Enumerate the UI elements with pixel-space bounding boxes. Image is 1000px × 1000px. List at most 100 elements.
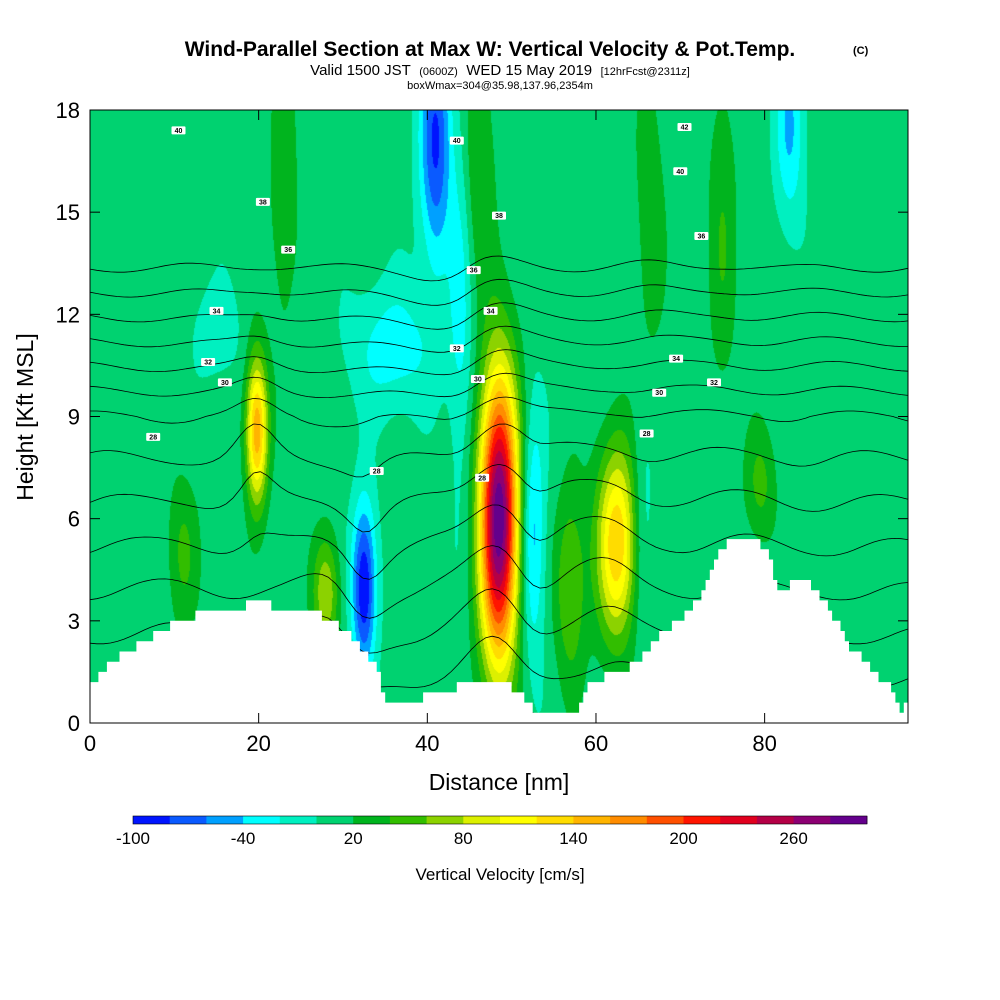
contour-label: 36 — [694, 232, 709, 241]
contour-label-text: 40 — [175, 128, 183, 135]
colorbar-swatch — [426, 816, 464, 824]
colorbar-swatch — [279, 816, 317, 824]
contour-label-text: 32 — [710, 380, 718, 387]
contour-label-box — [694, 232, 709, 240]
x-tick-label: 80 — [752, 731, 776, 756]
contour-label-box — [281, 245, 296, 254]
theta-contour-46 — [90, 278, 908, 306]
colorbar-swatch — [610, 816, 648, 824]
contour-label-text: 30 — [474, 377, 482, 384]
colorbar: -100 -40 20 80 140 200 260 — [116, 815, 868, 848]
contour-label: 28 — [146, 432, 161, 441]
theta-contour-30 — [90, 504, 908, 580]
contour-label-box — [171, 126, 186, 135]
contour-label-text: 32 — [453, 346, 461, 353]
contour-label-text: 38 — [495, 213, 503, 220]
contour-label-text: 34 — [213, 308, 221, 315]
colorbar-swatch — [756, 816, 794, 824]
contour-label-text: 40 — [676, 169, 684, 176]
colorbar-swatch — [133, 816, 171, 824]
colorbar-tick-label: 80 — [454, 829, 473, 848]
contour-label-box — [677, 123, 692, 131]
terrain-shape — [90, 539, 908, 723]
contour-label-box — [652, 388, 667, 397]
title-line-1: Wind-Parallel Section at Max W: Vertical… — [185, 38, 796, 61]
contour-label: 38 — [492, 211, 506, 220]
title-line-2: Valid 1500 JST (0600Z) WED 15 May 2019 [… — [310, 62, 690, 79]
theta-contour-34 — [90, 423, 908, 478]
contour-label: 36 — [466, 266, 481, 275]
y-tick-label: 15 — [56, 200, 80, 225]
colorbar-tick-label: 20 — [344, 829, 363, 848]
contour-label-text: 38 — [259, 199, 267, 206]
colorbar-tick-label: 260 — [779, 829, 807, 848]
contour-label: 30 — [470, 375, 485, 384]
contour-label-box — [369, 467, 384, 475]
contour-label-text: 32 — [204, 360, 212, 367]
contour-label: 28 — [639, 429, 654, 438]
y-tick-label: 0 — [68, 711, 80, 736]
contour-label: 40 — [171, 126, 186, 135]
colorbar-swatch — [353, 816, 391, 824]
y-tick-label: 6 — [68, 507, 80, 532]
contour-label-text: 34 — [487, 308, 495, 315]
x-tick-label: 40 — [415, 731, 439, 756]
chart-title: Wind-Parallel Section at Max W: Vertical… — [185, 38, 869, 92]
contour-label: 30 — [652, 388, 667, 397]
contour-label-text: 30 — [655, 390, 663, 397]
contour-label-text: 36 — [284, 247, 292, 254]
contour-label-box — [669, 354, 684, 363]
contour-label-text: 36 — [470, 268, 478, 275]
colorbar-swatch — [389, 816, 427, 824]
colorbar-frame — [132, 815, 868, 825]
contour-label-text: 40 — [453, 138, 461, 145]
contour-label: 34 — [209, 306, 224, 315]
contour-label-box — [255, 197, 270, 206]
theta-contour-38 — [90, 372, 908, 398]
contour-label-box — [707, 378, 721, 387]
contour-label: 30 — [217, 378, 232, 387]
contour-label-box — [146, 432, 161, 441]
colorbar-tick-label: 140 — [559, 829, 587, 848]
contour-label-box — [217, 378, 232, 387]
colorbar-swatch — [463, 816, 501, 824]
contour-label-text: 28 — [149, 434, 157, 441]
terrain-mask — [90, 539, 908, 723]
contour-label-text: 28 — [478, 475, 486, 482]
contour-label: 34 — [669, 354, 684, 363]
contour-label: 32 — [449, 344, 464, 353]
colorbar-swatch — [169, 816, 207, 824]
colorbar-swatch — [830, 816, 868, 824]
y-tick-label: 12 — [56, 302, 80, 327]
colorbar-swatch — [573, 816, 611, 824]
contour-labels: 40 40 40 42 38 38 36 36 36 34 34 34 32 32 32 30 30 30 28 28… — [146, 123, 721, 482]
x-tick-label: 0 — [84, 731, 96, 756]
contour-label-box — [466, 266, 481, 275]
contour-label: 28 — [369, 467, 384, 476]
contour-label: 38 — [255, 197, 270, 206]
theta-contour-32 — [90, 464, 908, 533]
contour-label-text: 34 — [672, 356, 680, 363]
contour-label: 34 — [483, 306, 498, 315]
contour-label-box — [201, 358, 216, 366]
x-axis-label: Distance [nm] — [429, 769, 570, 795]
colorbar-label: Vertical Velocity [cm/s] — [415, 865, 584, 884]
contour-label-box — [483, 306, 498, 315]
copyright-mark: (C) — [853, 45, 869, 57]
contour-label: 28 — [475, 473, 490, 482]
y-tick-label: 3 — [68, 609, 80, 634]
x-tick-label: 60 — [584, 731, 608, 756]
colorbar-swatch — [720, 816, 758, 824]
contour-label-box — [209, 306, 224, 315]
contour-label-box — [492, 211, 506, 220]
contour-label-box — [449, 136, 464, 145]
theta-contour-48 — [90, 255, 908, 282]
colorbar-swatch — [793, 816, 831, 824]
colorbar-swatch — [243, 816, 281, 824]
colorbar-swatch — [500, 816, 538, 824]
contour-label-text: 28 — [373, 469, 381, 476]
contour-label-text: 36 — [698, 234, 706, 241]
colorbar-swatch — [206, 816, 244, 824]
